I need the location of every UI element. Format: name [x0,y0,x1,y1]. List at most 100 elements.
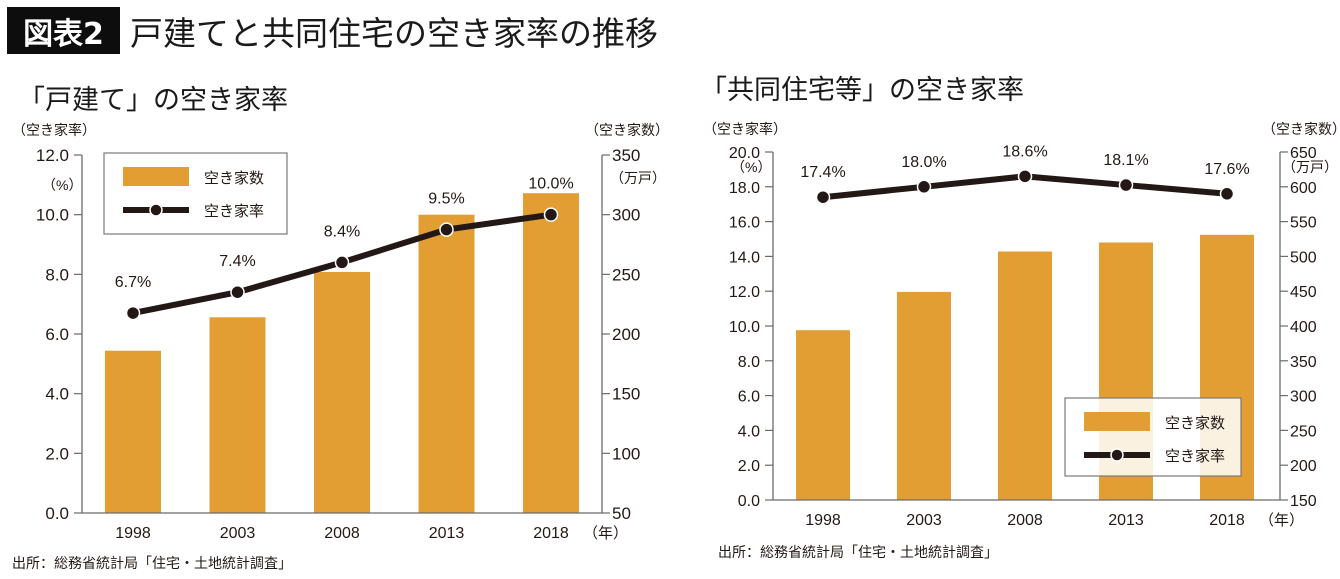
detached-right-tick-label: 200 [612,325,640,344]
apartment-x-tick-label: 2008 [1007,512,1043,529]
detached-x-tick-label: 2008 [324,525,360,542]
apartment-rate-data-label: 17.6% [1204,161,1249,178]
apartment-left-tick-label: 16.0 [729,215,760,232]
apartment-legend-line-marker [1110,448,1124,462]
apartment-rate-data-label: 18.6% [1002,143,1047,160]
detached-x-tick-label: 2003 [220,525,256,542]
detached-x-tick-label: 1998 [115,525,151,542]
apartment-right-tick-label: 200 [1290,458,1317,475]
apartment-bar-1998 [796,330,850,500]
apartment-right-tick-label: 650 [1290,145,1317,162]
detached-right-tick-label: 350 [612,146,640,165]
detached-legend-box [103,152,288,235]
apartment-x-tick-label: 1998 [805,512,841,529]
apartment-x-axis-unit: （年） [1259,512,1304,529]
detached-right-tick-label: 150 [612,385,640,404]
detached-rate-point [230,284,245,300]
apartment-x-tick-label: 2003 [906,512,942,529]
detached-right-tick-label: 300 [612,206,640,225]
apartment-left-tick-label: 10.0 [729,319,760,336]
detached-legend-line-marker [149,203,163,217]
apartment-left-axis-title: （空き家率） [703,121,787,137]
apartment-right-tick-label: 500 [1290,249,1317,266]
apartment-right-axis-title: （空き家数） [1262,121,1340,137]
detached-right-tick-label: 50 [612,504,631,523]
detached-rate-point [543,207,559,222]
detached-rate-data-label: 10.0% [528,176,573,193]
detached-bar-2013 [418,214,475,513]
figure-header: 図表2 戸建てと共同住宅の空き家率の推移 [7,7,658,54]
apartment-left-tick-label: 0.0 [738,493,760,510]
detached-legend-line-label: 空き家率 [204,203,264,220]
detached-x-tick-label: 2018 [533,525,569,542]
apartment-rate-data-label: 17.4% [800,164,845,181]
apartment-rate-point [1017,169,1033,184]
apartment-rate-point [1118,177,1134,193]
detached-x-axis-unit: （年） [583,525,628,542]
source-note-apartment: 出所：総務省統計局「住宅・土地統計調査」 [718,545,998,561]
detached-legend-bar-label: 空き家数 [204,170,264,187]
apartment-left-tick-label: 6.0 [738,389,760,406]
detached-rate-point [125,305,141,321]
figure-title: 戸建てと共同住宅の空き家率の推移 [130,13,658,53]
detached-rate-data-label: 6.7% [115,274,151,291]
apartment-right-tick-label: 400 [1290,319,1317,336]
apartment-legend-line-label: 空き家率 [1165,448,1225,465]
apartment-rate-data-label: 18.0% [901,154,946,171]
detached-left-axis-unit: （%） [42,177,82,193]
apartment-x-tick-label: 2013 [1108,512,1144,529]
apartment-left-tick-label: 4.0 [738,423,760,440]
detached-left-axis-title: （空き家率） [12,122,96,138]
detached-left-tick-label: 10.0 [36,206,69,225]
detached-right-axis-unit: （万戸） [610,170,666,186]
apartment-right-tick-label: 300 [1290,389,1317,406]
detached-rate-point [439,222,454,237]
apartment-bar-2003 [897,291,951,500]
apartment-rate-data-label: 18.1% [1103,152,1148,169]
apartment-left-tick-label: 12.0 [729,284,760,301]
apartment-legend-bar-label: 空き家数 [1165,415,1225,432]
apartment-left-tick-label: 20.0 [729,145,760,162]
apartment-rate-point [1219,186,1235,202]
apartment-right-tick-label: 450 [1290,284,1317,301]
detached-bar-2003 [209,317,266,513]
apartment-right-tick-label: 550 [1290,215,1317,232]
figure-badge: 図表2 [7,7,120,54]
detached-rate-data-label: 8.4% [324,223,360,240]
source-note-detached: 出所：総務省統計局「住宅・土地統計調査」 [12,556,292,572]
apartment-rate-point [916,179,932,195]
detached-left-tick-label: 4.0 [45,385,69,404]
detached-bar-2018 [523,193,579,514]
apartment-right-tick-label: 150 [1290,493,1317,510]
detached-legend-bar-swatch [123,167,189,186]
apartment-legend-bar-swatch [1084,412,1150,431]
detached-right-axis-title: （空き家数） [585,122,669,138]
chart-title-apartment: 「共同住宅等」の空き家率 [700,75,1024,106]
detached-left-tick-label: 0.0 [45,504,69,523]
detached-x-tick-label: 2013 [429,525,465,542]
detached-rate-data-label: 7.4% [219,253,255,270]
apartment-right-axis-unit: （万戸） [1282,159,1338,175]
detached-left-tick-label: 12.0 [36,146,69,165]
apartment-left-axis-unit: （%） [731,159,771,175]
apartment-right-tick-label: 250 [1290,423,1317,440]
apartment-legend-box [1064,397,1242,477]
detached-right-tick-label: 100 [612,444,640,463]
detached-left-tick-label: 8.0 [45,265,69,284]
apartment-left-tick-label: 18.0 [729,180,760,197]
apartment-bar-2008 [998,251,1052,500]
apartment-left-tick-label: 14.0 [729,249,760,266]
detached-left-tick-label: 2.0 [45,444,69,463]
apartment-left-tick-label: 8.0 [738,354,760,371]
apartment-rate-point [815,189,831,205]
chart-title-detached: 「戸建て」の空き家率 [18,85,288,116]
apartment-right-tick-label: 350 [1290,354,1317,371]
detached-bar-2008 [314,271,370,513]
apartment-right-tick-label: 600 [1290,180,1317,197]
detached-rate-point [334,255,350,270]
detached-rate-data-label: 9.5% [428,191,464,208]
detached-bar-1998 [105,350,161,513]
apartment-left-tick-label: 2.0 [738,458,760,475]
apartment-x-tick-label: 2018 [1209,512,1245,529]
